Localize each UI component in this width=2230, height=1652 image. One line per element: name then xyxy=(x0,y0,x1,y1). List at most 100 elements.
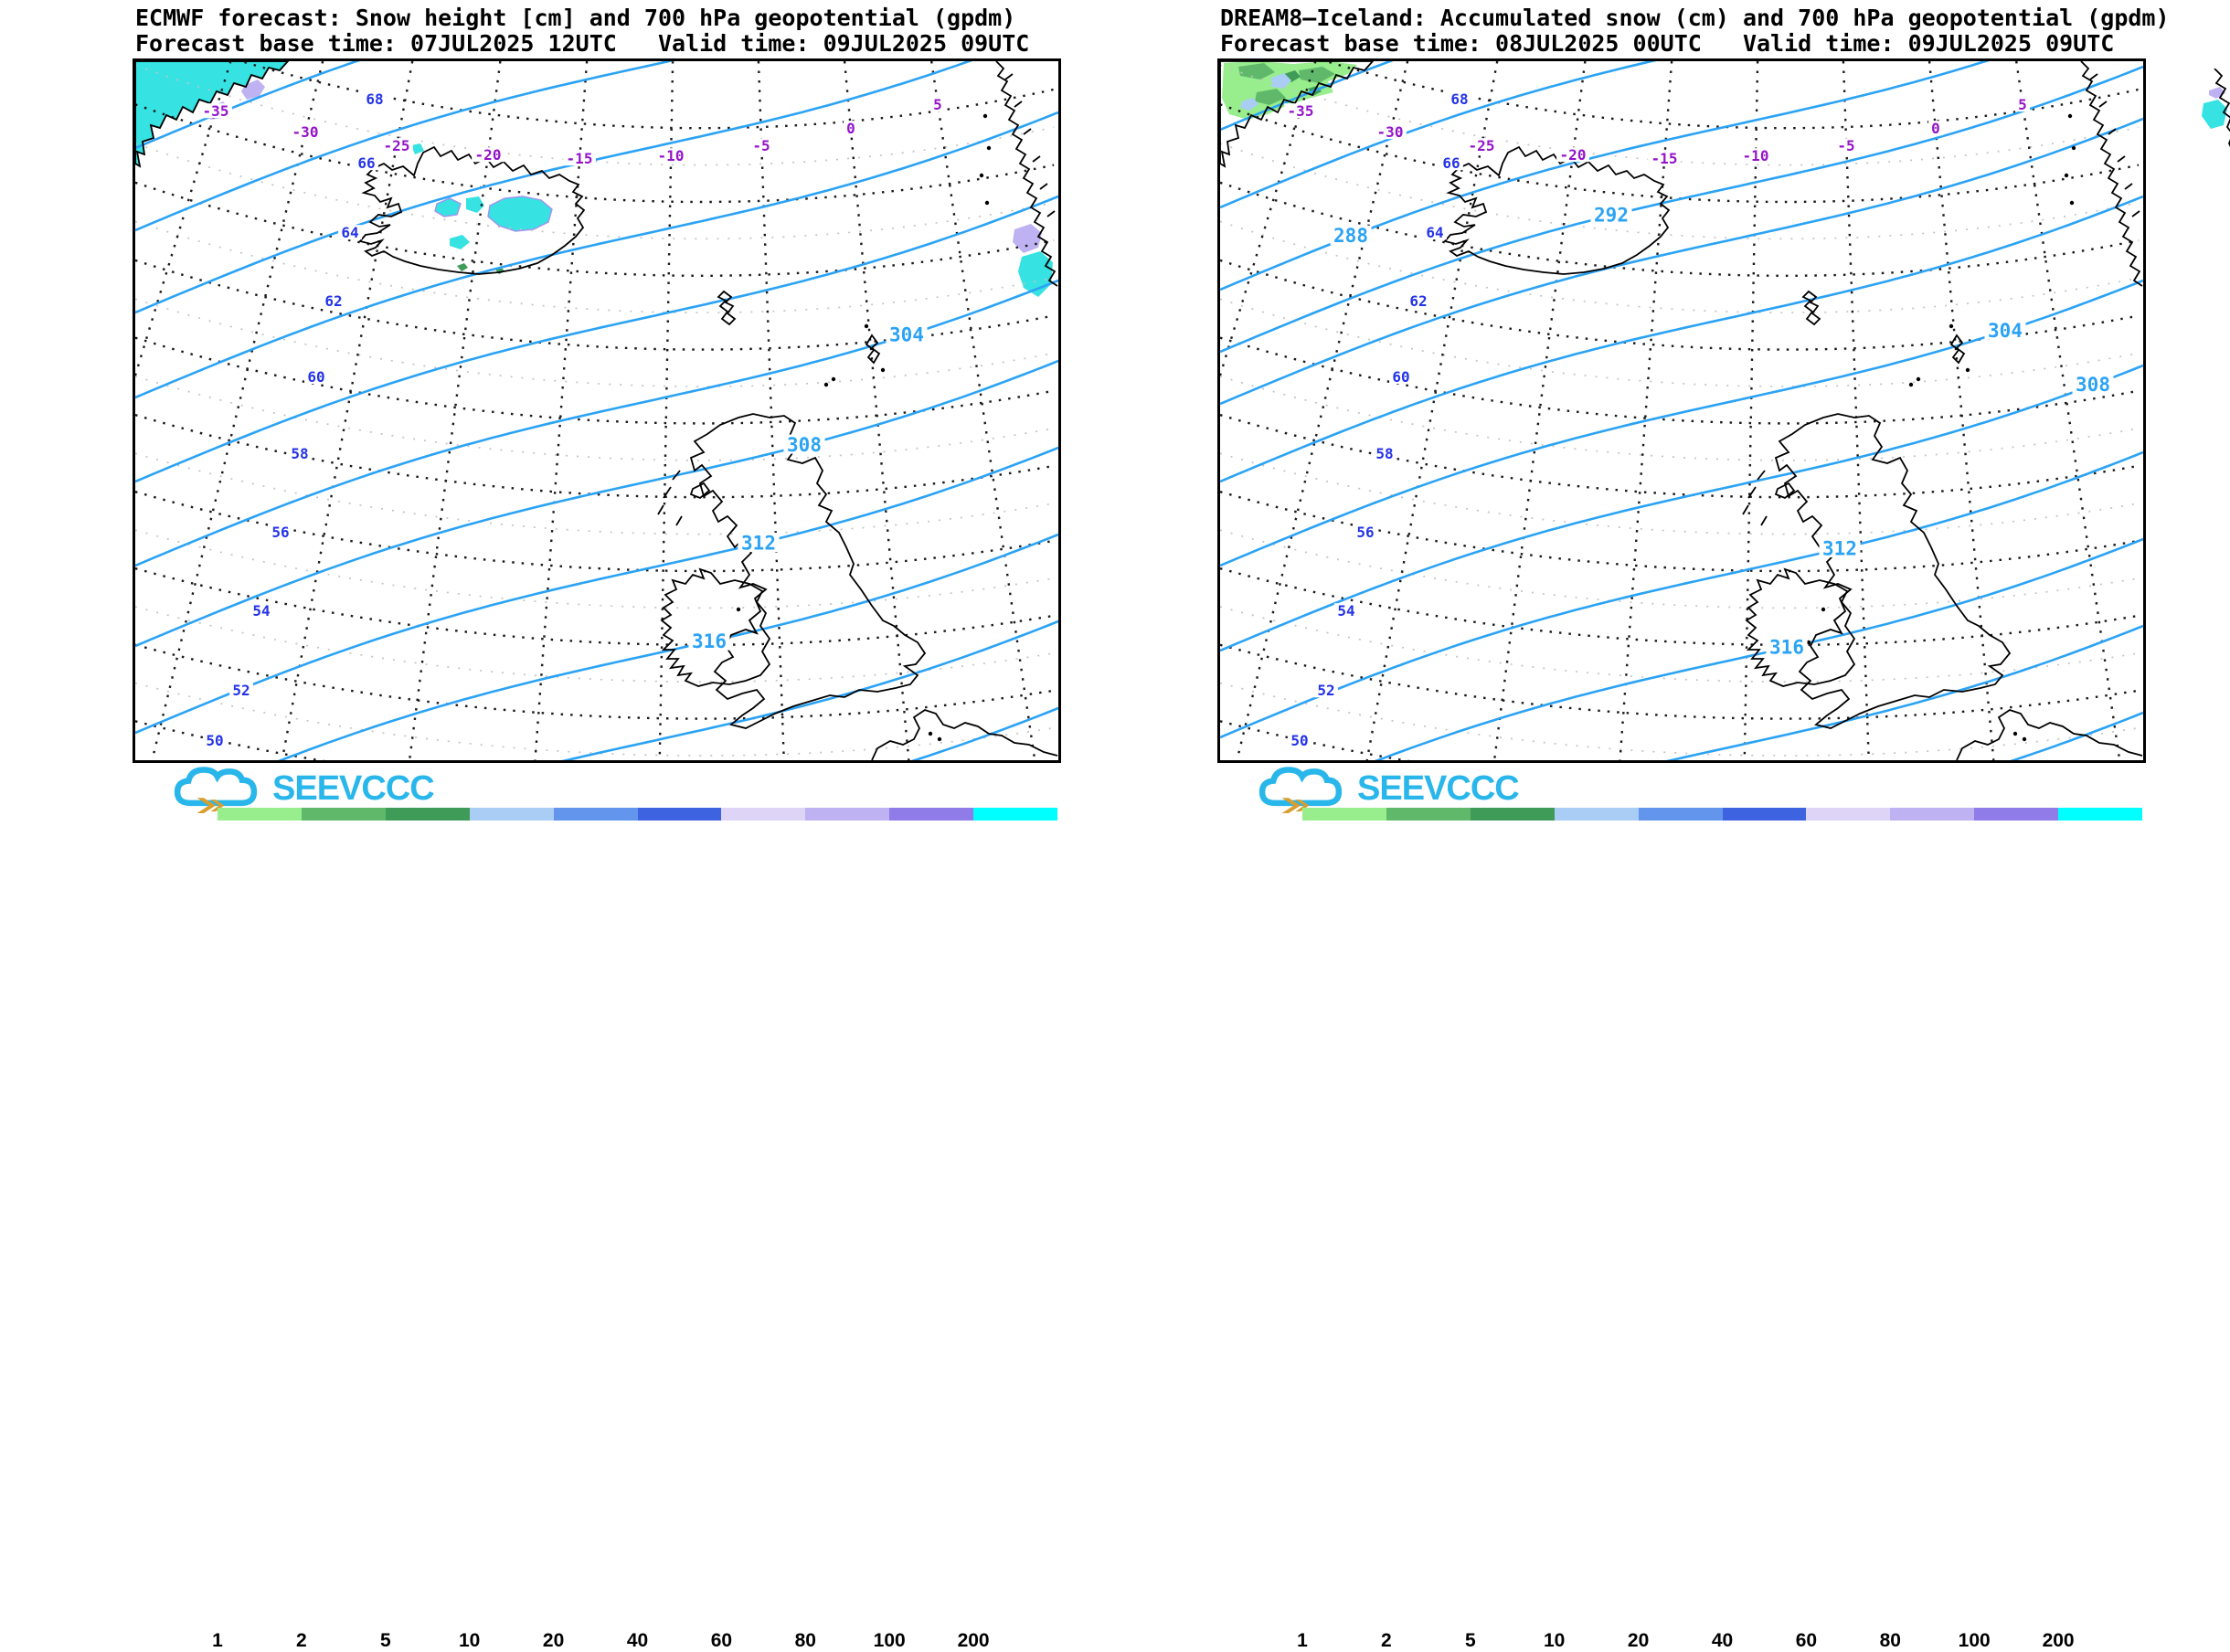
longitude-label: 5 xyxy=(2018,96,2027,113)
colorbar-segment xyxy=(1974,808,2059,821)
latitude-label: 60 xyxy=(1392,368,1409,386)
colorbar-label: 200 xyxy=(2042,1630,2075,1651)
panel-ecmwf: ECMWF forecast: Snow height [cm] and 700… xyxy=(133,0,1061,1651)
longitude-label: 0 xyxy=(1931,120,1940,137)
parallel-minor xyxy=(1220,682,2140,757)
contour-line xyxy=(1220,450,2143,739)
longitude-label: -10 xyxy=(658,147,685,164)
coastline xyxy=(1742,504,1749,515)
colorbar-label: 2 xyxy=(1381,1630,1392,1651)
geopotential-label-halo xyxy=(886,324,928,344)
longitude-label-halo xyxy=(844,121,858,136)
colorbar-label: 80 xyxy=(1879,1630,1901,1651)
latitude-label-halo xyxy=(304,369,328,385)
latitude-label-halo xyxy=(1288,733,1311,748)
colorbar-label: 100 xyxy=(1958,1630,1991,1651)
meridian--35 xyxy=(135,61,232,380)
islet xyxy=(1916,376,1921,382)
latitude-labels: 68 66 64 62 60 58 56 54 52 50 xyxy=(203,90,387,749)
colorbar-segment xyxy=(1302,808,1387,821)
geopotential-label-halo xyxy=(2072,374,2114,394)
longitude-label: -25 xyxy=(384,137,410,154)
cloud-logo-icon xyxy=(1258,767,1343,813)
colorbar-segment xyxy=(1554,808,1640,821)
coastline xyxy=(865,334,881,365)
latitude-label: 66 xyxy=(357,154,375,172)
coastline xyxy=(2124,183,2133,190)
islet xyxy=(937,736,942,742)
longitude-label-halo xyxy=(2015,97,2030,112)
logo-wordmark: SEEVCCC xyxy=(272,768,435,808)
meridian--20 xyxy=(1492,61,1587,760)
parallel-66 xyxy=(135,103,1055,204)
colorbar-segment xyxy=(469,808,555,821)
islet xyxy=(982,113,988,119)
islet xyxy=(736,607,741,612)
islet xyxy=(1908,382,1914,387)
colorbar-segment xyxy=(637,808,722,821)
coastline xyxy=(1801,290,1821,326)
islet xyxy=(831,376,836,382)
latitude-label: 50 xyxy=(206,732,223,749)
latitude-label-halo xyxy=(1354,524,1377,540)
contour-line xyxy=(135,195,1058,483)
geopotential-label: 316 xyxy=(1769,637,1804,659)
coastline xyxy=(2117,155,2126,163)
islet xyxy=(1821,607,1826,612)
latitude-label: 64 xyxy=(341,224,358,241)
islet xyxy=(984,200,990,206)
longitude-labels: -35 -30 -25 -20 -15 -10 -5 0 5 xyxy=(199,96,945,167)
meridian-0 xyxy=(1927,61,1995,760)
latitude-label-halo xyxy=(1407,293,1430,309)
parallel-minor xyxy=(1220,529,2140,609)
longitude-label-halo xyxy=(749,138,773,154)
contour-line xyxy=(2010,711,2143,760)
graticule xyxy=(1220,61,2140,760)
coastline xyxy=(2089,73,2098,80)
parallel-minor xyxy=(1220,452,2140,535)
meridian--30 xyxy=(151,61,324,760)
colorbar-label: 5 xyxy=(379,1630,391,1651)
coastline xyxy=(663,486,672,499)
contour-line xyxy=(1220,364,2143,652)
coastline xyxy=(1745,567,1856,687)
longitude-label-halo xyxy=(654,148,687,164)
colorbar-segment xyxy=(2058,808,2143,821)
snow-shading xyxy=(1222,61,1357,120)
longitude-label: -20 xyxy=(1560,146,1587,164)
colorbar-segment xyxy=(973,808,1058,821)
parallel-minor xyxy=(1220,298,2140,387)
coastline xyxy=(871,709,1058,760)
contour-line xyxy=(135,446,1058,735)
islet xyxy=(1965,367,1970,373)
geopotential-label: 304 xyxy=(1988,320,2023,342)
geopotential-label-halo xyxy=(1766,637,1808,657)
latitude-label-halo xyxy=(1423,225,1447,240)
longitude-label-halo xyxy=(1928,121,1943,136)
coastline xyxy=(1014,101,1023,108)
coastline xyxy=(1949,334,1966,365)
coastline xyxy=(1039,183,1048,190)
coastlines xyxy=(135,61,1058,760)
contour-line xyxy=(1220,61,1394,132)
latitude-label-halo xyxy=(1448,91,1471,107)
latitude-label: 60 xyxy=(307,368,324,386)
coastline xyxy=(1004,73,1014,80)
latitude-label: 64 xyxy=(1426,224,1443,241)
coastline xyxy=(689,413,927,729)
coastline xyxy=(660,567,771,687)
coastline xyxy=(1046,210,1056,217)
parallel-68 xyxy=(1322,61,2140,130)
graticule xyxy=(135,61,1055,760)
logo-wordmark: SEEVCCC xyxy=(1357,768,1520,808)
geopotential-label-halo xyxy=(688,630,730,651)
meridian--10 xyxy=(1743,61,1759,760)
contour-line xyxy=(561,620,1058,760)
geopotential-label: 312 xyxy=(741,532,776,554)
contour-line xyxy=(135,111,1058,399)
longitude-label-halo xyxy=(472,147,504,163)
title-line-1: DREAM8—Iceland: Accumulated snow (cm) an… xyxy=(1220,5,2170,31)
meridian--35 xyxy=(1220,61,1317,380)
geopotential-label: 288 xyxy=(1333,225,1368,247)
longitude-label: -35 xyxy=(1288,102,1314,120)
